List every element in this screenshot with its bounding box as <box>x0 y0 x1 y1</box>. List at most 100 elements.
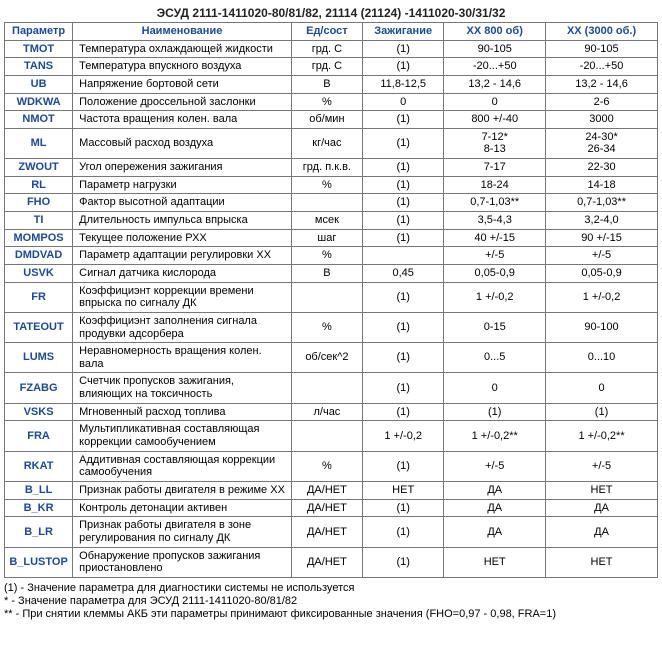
cell-ignition: (1) <box>363 499 444 517</box>
cell-name: Параметр нагрузки <box>73 176 292 194</box>
footnote-3: ** - При снятии клеммы АКБ эти параметры… <box>4 608 658 620</box>
cell-name: Контроль детонации активен <box>73 499 292 517</box>
cell-ignition: (1) <box>363 547 444 577</box>
table-row: FRAМультипликативная составляющая коррек… <box>5 421 658 451</box>
table-row: B_KRКонтроль детонации активенДА/НЕТ(1)Д… <box>5 499 658 517</box>
cell-idle3000: 3000 <box>546 111 658 129</box>
table-row: FZABGСчетчик пропусков зажигания, влияющ… <box>5 373 658 403</box>
cell-name: Сигнал датчика кислорода <box>73 264 292 282</box>
cell-idle3000: 0,05-0,9 <box>546 264 658 282</box>
cell-name: Счетчик пропусков зажигания, влияющих на… <box>73 373 292 403</box>
cell-idle3000: ДА <box>546 517 658 547</box>
cell-name: Мгновенный расход топлива <box>73 403 292 421</box>
cell-ignition: (1) <box>363 282 444 312</box>
cell-name: Массовый расход воздуха <box>73 128 292 158</box>
cell-idle800: ДА <box>444 517 546 547</box>
cell-param: B_LR <box>5 517 73 547</box>
footnote-1: (1) - Значение параметра для диагностики… <box>4 582 658 594</box>
cell-ignition: 0 <box>363 93 444 111</box>
cell-unit: грд. п.к.в. <box>291 159 362 177</box>
cell-name: Параметр адаптации регулировки ХХ <box>73 247 292 265</box>
cell-unit: л/час <box>291 403 362 421</box>
cell-name: Фактор высотной адаптации <box>73 194 292 212</box>
cell-idle3000: 1 +/-0,2 <box>546 282 658 312</box>
cell-ignition: (1) <box>363 212 444 230</box>
table-row: ZWOUTУгол опережения зажиганиягрд. п.к.в… <box>5 159 658 177</box>
cell-param: B_LUSTOP <box>5 547 73 577</box>
cell-idle800: 13,2 - 14,6 <box>444 75 546 93</box>
cell-unit: ДА/НЕТ <box>291 547 362 577</box>
cell-idle3000: 0,7-1,03** <box>546 194 658 212</box>
cell-name: Температура охлаждающей жидкости <box>73 40 292 58</box>
cell-unit: % <box>291 451 362 481</box>
cell-idle800: 90-105 <box>444 40 546 58</box>
cell-idle800: (1) <box>444 403 546 421</box>
cell-name: Коэффициэнт заполнения сигнала продувки … <box>73 312 292 342</box>
cell-idle800: 40 +/-15 <box>444 229 546 247</box>
cell-param: WDKWA <box>5 93 73 111</box>
col-unit: Ед/сост <box>291 23 362 41</box>
cell-unit <box>291 421 362 451</box>
cell-idle3000: -20...+50 <box>546 58 658 76</box>
cell-name: Мультипликативная составляющая коррекции… <box>73 421 292 451</box>
cell-idle800: ДА <box>444 481 546 499</box>
cell-ignition: (1) <box>363 343 444 373</box>
footnote-2: * - Значение параметра для ЭСУД 2111-141… <box>4 595 658 607</box>
table-row: TATEOUTКоэффициэнт заполнения сигнала пр… <box>5 312 658 342</box>
cell-name: Положение дроссельной заслонки <box>73 93 292 111</box>
cell-idle800: 7-17 <box>444 159 546 177</box>
cell-idle3000: +/-5 <box>546 451 658 481</box>
cell-unit: кг/час <box>291 128 362 158</box>
table-row: B_LRПризнак работы двигателя в зоне регу… <box>5 517 658 547</box>
col-param: Параметр <box>5 23 73 41</box>
cell-unit: мсек <box>291 212 362 230</box>
cell-name: Текущее положение РХХ <box>73 229 292 247</box>
cell-unit <box>291 282 362 312</box>
page-title: ЭСУД 2111-1411020-80/81/82, 21114 (21124… <box>4 6 658 20</box>
cell-ignition: НЕТ <box>363 481 444 499</box>
cell-idle3000: 14-18 <box>546 176 658 194</box>
footnotes: (1) - Значение параметра для диагностики… <box>4 582 658 620</box>
cell-unit <box>291 373 362 403</box>
cell-ignition: (1) <box>363 194 444 212</box>
cell-name: Угол опережения зажигания <box>73 159 292 177</box>
table-row: TMOTТемпература охлаждающей жидкостигрд.… <box>5 40 658 58</box>
cell-idle800: 18-24 <box>444 176 546 194</box>
table-row: LUMSНеравномерность вращения колен. вала… <box>5 343 658 373</box>
cell-unit: % <box>291 93 362 111</box>
cell-ignition: (1) <box>363 373 444 403</box>
table-row: FRКоэффициэнт коррекции времени впрыска … <box>5 282 658 312</box>
cell-idle800: +/-5 <box>444 247 546 265</box>
cell-param: LUMS <box>5 343 73 373</box>
cell-name: Напряжение бортовой сети <box>73 75 292 93</box>
params-table: Параметр Наименование Ед/сост Зажигание … <box>4 22 658 578</box>
cell-idle800: 0,05-0,9 <box>444 264 546 282</box>
cell-idle3000: 22-30 <box>546 159 658 177</box>
table-row: MLМассовый расход воздухакг/час(1)7-12* … <box>5 128 658 158</box>
cell-idle3000: 90 +/-15 <box>546 229 658 247</box>
cell-unit: грд. С <box>291 58 362 76</box>
cell-idle3000: НЕТ <box>546 481 658 499</box>
cell-param: FRA <box>5 421 73 451</box>
cell-param: USVK <box>5 264 73 282</box>
table-row: B_LLПризнак работы двигателя в режиме ХХ… <box>5 481 658 499</box>
cell-param: RL <box>5 176 73 194</box>
cell-idle800: 1 +/-0,2 <box>444 282 546 312</box>
table-row: B_LUSTOPОбнаружение пропусков зажигания … <box>5 547 658 577</box>
cell-idle3000: 2-6 <box>546 93 658 111</box>
table-body: TMOTТемпература охлаждающей жидкостигрд.… <box>5 40 658 577</box>
cell-ignition: 1 +/-0,2 <box>363 421 444 451</box>
table-row: WDKWAПоложение дроссельной заслонки%002-… <box>5 93 658 111</box>
cell-idle3000: 90-105 <box>546 40 658 58</box>
cell-idle800: 0 <box>444 93 546 111</box>
table-row: RKATАддитивная составляющая коррекции са… <box>5 451 658 481</box>
cell-unit: ДА/НЕТ <box>291 481 362 499</box>
cell-param: FR <box>5 282 73 312</box>
cell-idle800: 800 +/-40 <box>444 111 546 129</box>
table-row: TANSТемпература впускного воздухагрд. С(… <box>5 58 658 76</box>
cell-param: UB <box>5 75 73 93</box>
cell-idle3000: 0...10 <box>546 343 658 373</box>
col-name: Наименование <box>73 23 292 41</box>
cell-name: Длительность импульса впрыска <box>73 212 292 230</box>
cell-ignition: 0,45 <box>363 264 444 282</box>
